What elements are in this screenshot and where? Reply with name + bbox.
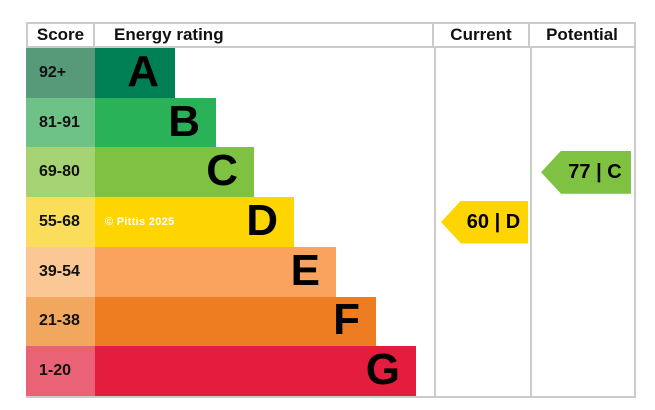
score-range-b: 81-91 xyxy=(26,97,95,148)
potential-column: 77 | C xyxy=(530,48,636,396)
band-bar-e: E xyxy=(95,245,336,297)
band-letter-d: D xyxy=(246,196,278,246)
band-row-e: 39-54 E xyxy=(26,245,434,297)
header-potential: Potential xyxy=(530,22,636,48)
band-letter-g: G xyxy=(365,345,400,395)
energy-bands: 92+ A 81-91 B 69-80 C 55-68 D © Pittis 2025 39-54… xyxy=(26,48,434,397)
band-bar-b: B xyxy=(95,96,216,148)
header-current: Current xyxy=(434,22,530,48)
score-range-f: 21-38 xyxy=(26,296,95,347)
band-bar-g: G xyxy=(95,345,416,397)
score-range-d: 55-68 xyxy=(26,197,95,247)
band-bar-a: A xyxy=(95,48,175,98)
score-range-e: 39-54 xyxy=(26,246,95,297)
band-letter-f: F xyxy=(333,295,360,345)
score-range-g: 1-20 xyxy=(26,346,95,397)
band-bar-d: D © Pittis 2025 xyxy=(95,197,294,247)
score-range-a: 92+ xyxy=(26,48,95,98)
band-bar-c: C xyxy=(95,146,254,198)
chart-header-row: Score Energy rating Current Potential xyxy=(26,22,636,48)
score-range-c: 69-80 xyxy=(26,147,95,198)
current-column: 60 | D xyxy=(434,48,530,396)
band-row-f: 21-38 F xyxy=(26,295,434,347)
band-letter-e: E xyxy=(290,245,320,295)
table-bottom-border xyxy=(26,396,636,398)
band-bar-f: F xyxy=(95,295,376,347)
potential-rating-arrow: 77 | C xyxy=(541,150,631,194)
band-letter-c: C xyxy=(206,146,238,196)
current-rating-arrow: 60 | D xyxy=(441,200,528,244)
header-score: Score xyxy=(26,22,95,48)
band-row-d: 55-68 D © Pittis 2025 xyxy=(26,197,434,247)
band-row-a: 92+ A xyxy=(26,48,434,98)
header-energy-rating: Energy rating xyxy=(95,22,434,48)
band-row-c: 69-80 C xyxy=(26,146,434,198)
copyright-watermark: © Pittis 2025 xyxy=(105,216,175,229)
band-row-b: 81-91 B xyxy=(26,96,434,148)
band-letter-a: A xyxy=(127,46,159,96)
band-letter-b: B xyxy=(168,96,200,146)
band-row-g: 1-20 G xyxy=(26,345,434,397)
